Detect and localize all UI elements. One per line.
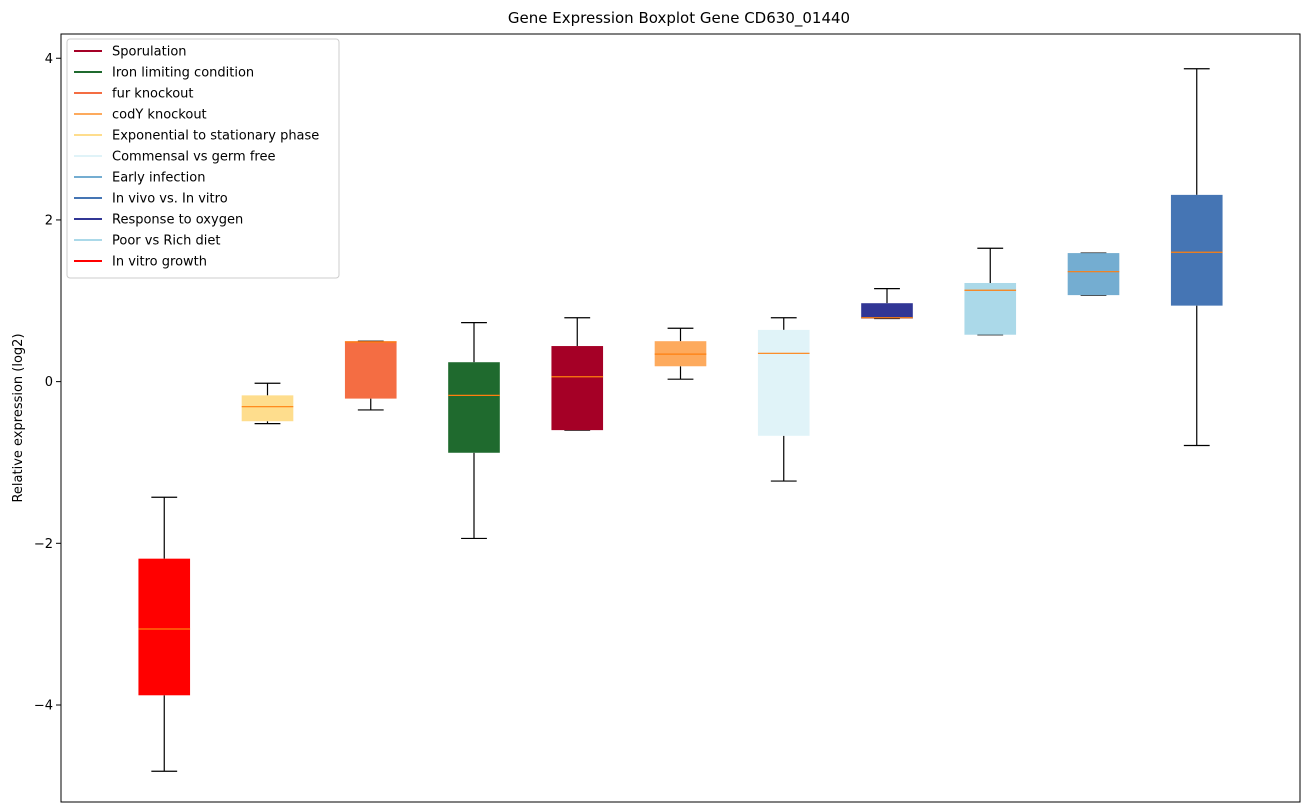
legend-label: Response to oxygen: [112, 213, 243, 228]
box-iqr: [1067, 253, 1120, 296]
chart-title: Gene Expression Boxplot Gene CD630_01440: [508, 9, 850, 28]
axes-frame: [60, 33, 1301, 803]
box-8: [861, 288, 913, 320]
box-iqr: [448, 362, 500, 453]
legend-box: [66, 38, 340, 279]
box-iqr: [551, 346, 604, 431]
box-iqr: [344, 341, 397, 399]
box-2: [241, 382, 294, 425]
box-1: [138, 496, 191, 772]
legend-label: Commensal vs germ free: [112, 150, 275, 165]
y-tick-label: 0: [45, 375, 53, 390]
box-iqr: [757, 329, 810, 436]
box-iqr: [138, 558, 191, 696]
box-iqr: [241, 395, 294, 422]
box-5: [551, 317, 604, 431]
box-11: [1170, 68, 1223, 447]
legend-label: In vitro growth: [112, 255, 207, 270]
box-4: [448, 322, 500, 540]
legend-label: fur knockout: [112, 87, 194, 102]
box-7: [757, 317, 810, 482]
legend-label: Iron limiting condition: [112, 66, 254, 81]
box-iqr: [964, 282, 1017, 335]
box-10: [1067, 252, 1120, 296]
y-tick-label: 2: [45, 213, 53, 228]
legend-label: In vivo vs. In vitro: [112, 192, 228, 207]
legend-label: Sporulation: [112, 45, 187, 60]
legend: Sporulation Iron limiting condition fur kn…: [66, 38, 340, 279]
y-axis-label: Relative expression (log2): [11, 333, 26, 502]
box-6: [654, 327, 707, 380]
box-iqr: [861, 303, 913, 319]
legend-label: Poor vs Rich diet: [112, 234, 220, 249]
box-iqr: [1170, 194, 1223, 306]
box-3: [344, 340, 397, 411]
y-tick-label: −4: [34, 698, 53, 713]
plot-area: −4 −2 0 2 4: [34, 33, 1301, 803]
legend-label: codY knockout: [112, 108, 207, 123]
legend-label: Early infection: [112, 171, 205, 186]
box-9: [964, 247, 1017, 336]
legend-label: Exponential to stationary phase: [112, 129, 319, 144]
y-tick-label: −2: [34, 537, 53, 552]
y-tick-label: 4: [45, 52, 53, 67]
